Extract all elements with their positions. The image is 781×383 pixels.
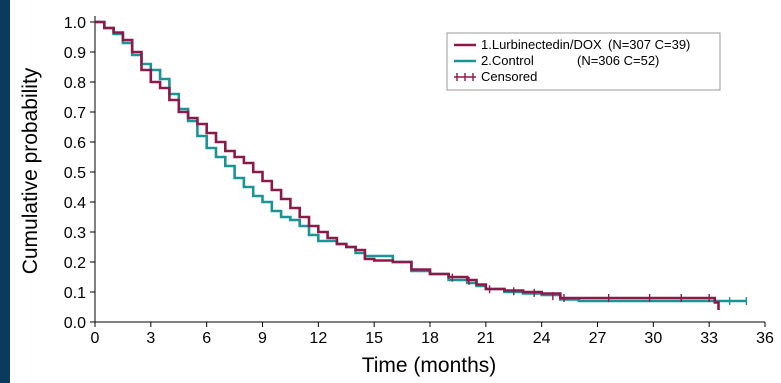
tick-marks: 0 3 6 9 12 15 18 21 24 27 30 33 360.00.10.20.30.40.5… bbox=[64, 15, 774, 347]
y-tick-label: 0.5 bbox=[64, 165, 86, 182]
legend-label-series-2-name: 2.Control bbox=[481, 53, 534, 68]
x-tick-label: 36 bbox=[756, 330, 774, 347]
x-tick-label: 27 bbox=[589, 330, 607, 347]
y-tick-label: 0.1 bbox=[64, 285, 86, 302]
legend-box bbox=[446, 32, 721, 91]
x-tick-label: 18 bbox=[421, 330, 439, 347]
legend-label-censored: Censored bbox=[481, 69, 537, 84]
legend-label-series-1-stats: (N=307 C=39) bbox=[608, 37, 690, 52]
y-tick-label: 0.6 bbox=[64, 135, 86, 152]
y-tick-label: 0.8 bbox=[64, 75, 86, 92]
x-tick-label: 9 bbox=[258, 330, 267, 347]
legend: 1.Lurbinectedin/DOX (N=307 C=39) 2.Contr… bbox=[446, 32, 721, 91]
y-axis-label: Cumulative probability bbox=[19, 67, 42, 274]
y-tick-label: 0.0 bbox=[64, 315, 86, 332]
y-tick-label: 0.7 bbox=[64, 105, 86, 122]
x-tick-label: 24 bbox=[533, 330, 551, 347]
series-line-1 bbox=[95, 20, 720, 310]
km-chart: 0 3 6 9 12 15 18 21 24 27 30 33 360.00.10.20.30.40.5… bbox=[19, 15, 774, 377]
x-tick-label: 3 bbox=[146, 330, 155, 347]
x-tick-label: 0 bbox=[91, 330, 100, 347]
y-tick-label: 0.3 bbox=[64, 225, 86, 242]
y-tick-label: 0.9 bbox=[64, 45, 86, 62]
x-tick-label: 6 bbox=[202, 330, 211, 347]
x-tick-label: 30 bbox=[644, 330, 662, 347]
x-tick-label: 21 bbox=[477, 330, 495, 347]
legend-label-series-2-stats: (N=306 C=52) bbox=[577, 53, 659, 68]
x-axis-label: Time (months) bbox=[362, 354, 497, 377]
chart-frame: 0 3 6 9 12 15 18 21 24 27 30 33 36 0.0 0.1 0.2 0.3 0.4 0.5… bbox=[10, 0, 781, 383]
y-tick-label: 0.2 bbox=[64, 255, 86, 272]
y-tick-label: 0.4 bbox=[64, 195, 86, 212]
x-tick-label: 33 bbox=[700, 330, 718, 347]
legend-censored-symbol bbox=[454, 73, 476, 81]
legend-label-series-1-name: 1.Lurbinectedin/DOX bbox=[481, 37, 602, 52]
x-tick-label: 12 bbox=[309, 330, 327, 347]
x-tick-label: 15 bbox=[365, 330, 383, 347]
y-tick-label: 1.0 bbox=[64, 15, 86, 32]
series-group bbox=[95, 20, 748, 310]
